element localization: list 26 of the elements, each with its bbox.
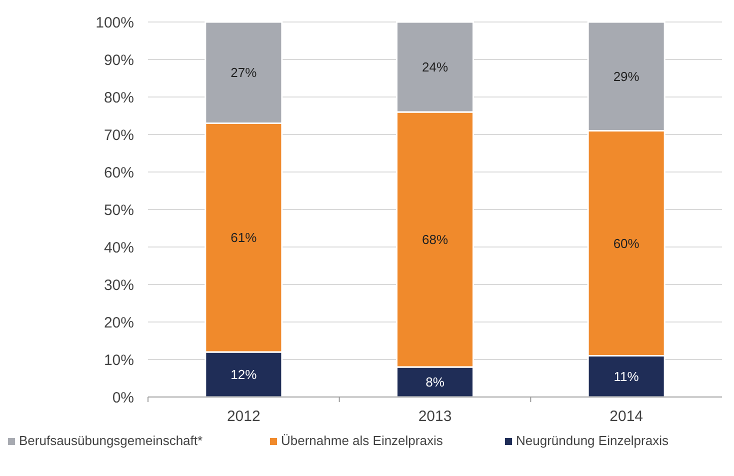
- data-label: 27%: [230, 65, 258, 80]
- x-tick-label: 2014: [610, 408, 644, 425]
- legend-label: Übernahme als Einzelpraxis: [281, 433, 444, 448]
- data-label: 8%: [426, 374, 445, 390]
- y-tick-label: 100%: [96, 14, 134, 32]
- y-tick-label: 70%: [104, 126, 134, 144]
- y-tick-label: 30%: [104, 276, 134, 294]
- data-label: 60%: [613, 236, 640, 251]
- y-tick-label: 80%: [104, 89, 134, 106]
- data-label: 11%: [614, 368, 640, 384]
- data-label: 12%: [230, 367, 258, 382]
- y-tick-label: 40%: [104, 239, 134, 256]
- x-tick-label: 2012: [226, 408, 260, 425]
- x-tick-label: 2013: [418, 408, 452, 425]
- y-tick-label: 0%: [112, 389, 134, 406]
- y-tick-label: 50%: [104, 202, 134, 219]
- data-label: 29%: [613, 68, 640, 84]
- y-tick-label: 90%: [104, 52, 134, 69]
- data-label: 68%: [422, 232, 448, 248]
- y-tick-label: 10%: [104, 352, 134, 369]
- data-label: 61%: [230, 230, 258, 246]
- y-tick-label: 60%: [104, 164, 134, 182]
- legend-label: Neugründung Einzelpraxis: [516, 433, 669, 448]
- legend-label: Berufsausübungsgemeinschaft*: [19, 433, 203, 448]
- data-label: 24%: [422, 60, 448, 75]
- y-tick-label: 20%: [104, 314, 134, 332]
